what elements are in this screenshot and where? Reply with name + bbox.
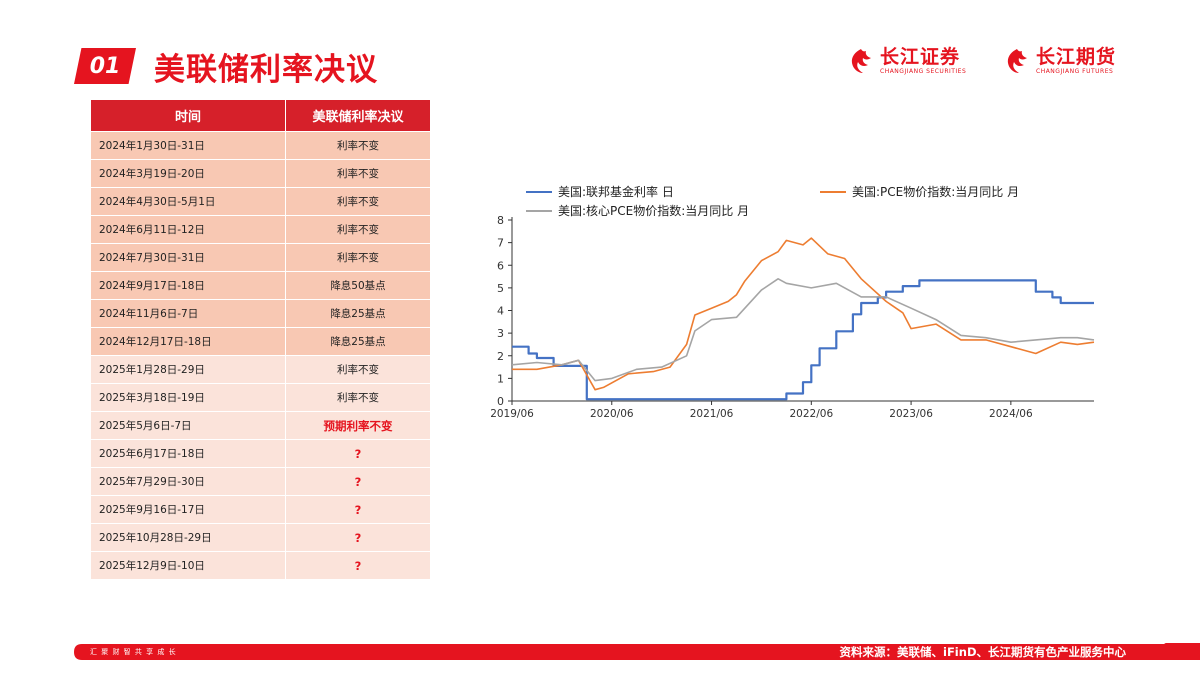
table-row: 2025年3月18日-19日 利率不变 xyxy=(90,383,431,412)
meeting-date-cell: 2024年7月30日-31日 xyxy=(90,243,286,272)
phoenix-logo-icon xyxy=(851,49,871,73)
column-header-time: 时间 xyxy=(90,99,286,132)
y-tick-label: 7 xyxy=(497,237,504,250)
table-row: 2024年9月17日-18日 降息50基点 xyxy=(90,271,431,300)
decision-cell: ? xyxy=(285,523,431,552)
x-tick-label: 2019/06 xyxy=(490,408,534,420)
meeting-date-cell: 2025年9月16日-17日 xyxy=(90,495,286,524)
y-tick-label: 4 xyxy=(497,305,504,318)
logo-changjiang-securities: 长江证券 CHANGJIANG SECURITIES xyxy=(846,46,966,76)
meeting-date-cell: 2024年1月30日-31日 xyxy=(90,131,286,160)
x-tick-label: 2022/06 xyxy=(790,408,834,420)
y-tick-label: 8 xyxy=(497,214,504,227)
decision-cell: 利率不变 xyxy=(285,187,431,216)
series-line-2 xyxy=(511,278,1095,382)
legend-label: 美国:核心PCE物价指数:当月同比 月 xyxy=(558,203,749,218)
meeting-date-cell: 2024年11月6日-7日 xyxy=(90,299,286,328)
footer-slogan: 汇 聚 财 智 共 享 成 长 xyxy=(90,648,177,656)
table-row: 2025年9月16日-17日? xyxy=(90,495,431,524)
legend-label: 美国:联邦基金利率 日 xyxy=(558,184,674,199)
page-title: 美联储利率决议 xyxy=(154,52,378,88)
y-tick-label: 2 xyxy=(497,350,504,363)
logo-name: 长江证券 xyxy=(880,46,961,68)
y-tick-label: 6 xyxy=(497,259,504,272)
meeting-date-cell: 2025年3月18日-19日 xyxy=(90,383,286,412)
decision-cell: 利率不变 xyxy=(285,383,431,412)
decision-cell: 降息50基点 xyxy=(285,271,431,300)
logo-changjiang-futures: 长江期货 CHANGJIANG FUTURES xyxy=(1002,46,1116,76)
meeting-date-cell: 2025年7月29日-30日 xyxy=(90,467,286,496)
table-body: 2024年1月30日-31日 利率不变 2024年3月19日-20日 利率不变 2024… xyxy=(90,131,431,580)
decision-cell: 利率不变 xyxy=(285,131,431,160)
logo-subtitle: CHANGJIANG FUTURES xyxy=(1036,68,1114,75)
table-row: 2024年7月30日-31日 利率不变 xyxy=(90,243,431,272)
decision-cell: ? xyxy=(285,495,431,524)
logo-subtitle: CHANGJIANG SECURITIES xyxy=(880,68,967,75)
meeting-date-cell: 2025年10月28日-29日 xyxy=(90,523,286,552)
x-tick-label: 2024/06 xyxy=(989,408,1033,420)
decision-cell: ? xyxy=(285,439,431,468)
section-number: 01 xyxy=(89,53,121,79)
decision-cell: 降息25基点 xyxy=(285,327,431,356)
meeting-date-cell: 2024年6月11日-12日 xyxy=(90,215,286,244)
y-tick-label: 5 xyxy=(497,282,504,295)
y-tick-label: 3 xyxy=(497,327,504,340)
data-source-note: 资料来源：美联储、iFinD、长江期货有色产业服务中心 xyxy=(839,645,1126,659)
decision-cell: ? xyxy=(285,467,431,496)
table-row: 2024年11月6日-7日 降息25基点 xyxy=(90,299,431,328)
section-number-badge: 01 xyxy=(74,48,136,84)
phoenix-logo-icon xyxy=(1007,49,1027,73)
meeting-date-cell: 2025年12月9日-10日 xyxy=(90,551,286,580)
series-line-0 xyxy=(512,279,1094,401)
table-row: 2024年4月30日-5月1日 利率不变 xyxy=(90,187,431,216)
fed-decision-table: 时间 美联储利率决议 2024年1月30日-31日 利率不变 2024年3月19日-… xyxy=(90,99,431,580)
table-row: 2024年12月17日-18日 降息25基点 xyxy=(90,327,431,356)
legend-label: 美国:PCE物价指数:当月同比 月 xyxy=(852,184,1019,199)
column-header-decision: 美联储利率决议 xyxy=(285,99,431,132)
table-row: 2024年1月30日-31日 利率不变 xyxy=(90,131,431,160)
decision-cell: 降息25基点 xyxy=(285,299,431,328)
table-row: 2024年3月19日-20日 利率不变 xyxy=(90,159,431,188)
decision-cell: 利率不变 xyxy=(285,215,431,244)
x-tick-label: 2023/06 xyxy=(889,408,933,420)
x-tick-label: 2021/06 xyxy=(690,408,734,420)
rate-inflation-line-chart: 0 1 2 3 4 5 6 7 8 2019/06 2020/06 2021/06 2022/06 202… xyxy=(490,184,1095,420)
table-row: 2025年7月29日-30日? xyxy=(90,467,431,496)
series-line-1 xyxy=(512,237,1095,391)
footer-bar xyxy=(74,643,1200,660)
decision-cell: 利率不变 xyxy=(285,355,431,384)
decision-cell: ? xyxy=(285,551,431,580)
logo-name: 长江期货 xyxy=(1036,46,1117,68)
y-tick-label: 0 xyxy=(497,395,504,408)
x-tick-label: 2020/06 xyxy=(590,408,634,420)
decision-cell: 预期利率不变 xyxy=(285,411,431,440)
y-tick-label: 1 xyxy=(497,372,504,385)
table-row: 2025年12月9日-10日? xyxy=(90,551,431,580)
meeting-date-cell: 2024年4月30日-5月1日 xyxy=(90,187,286,216)
meeting-date-cell: 2025年6月17日-18日 xyxy=(90,439,286,468)
meeting-date-cell: 2025年5月6日-7日 xyxy=(90,411,286,440)
decision-cell: 利率不变 xyxy=(285,243,431,272)
table-row: 2024年6月11日-12日 利率不变 xyxy=(90,215,431,244)
meeting-date-cell: 2024年3月19日-20日 xyxy=(90,159,286,188)
meeting-date-cell: 2024年9月17日-18日 xyxy=(90,271,286,300)
table-row: 2025年6月17日-18日? xyxy=(90,439,431,468)
table-row: 2025年10月28日-29日? xyxy=(90,523,431,552)
meeting-date-cell: 2024年12月17日-18日 xyxy=(90,327,286,356)
table-row: 2025年5月6日-7日 预期利率不变 xyxy=(90,411,431,440)
meeting-date-cell: 2025年1月28日-29日 xyxy=(90,355,286,384)
table-row: 2025年1月28日-29日 利率不变 xyxy=(90,355,431,384)
decision-cell: 利率不变 xyxy=(285,159,431,188)
